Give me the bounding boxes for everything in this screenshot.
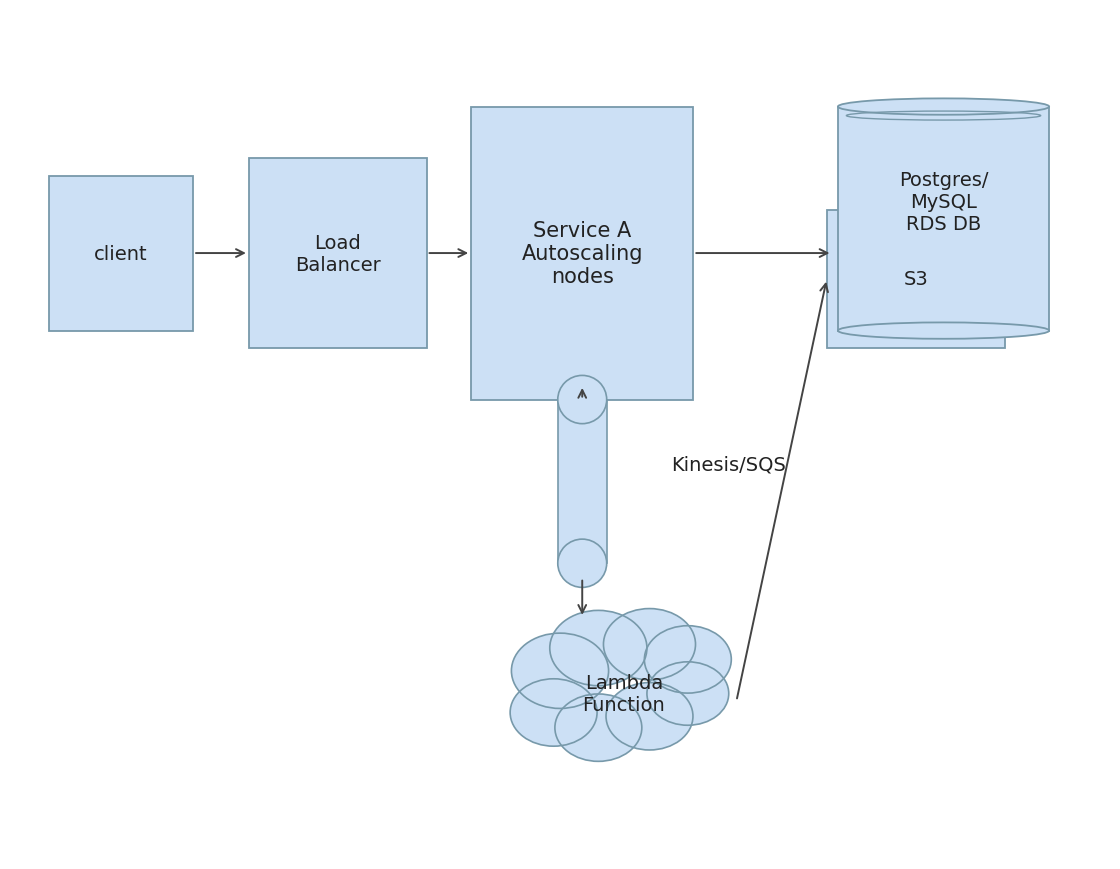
Text: Postgres/
MySQL
RDS DB: Postgres/ MySQL RDS DB [898, 170, 988, 234]
Ellipse shape [558, 540, 607, 587]
FancyBboxPatch shape [249, 159, 427, 348]
Text: client: client [94, 244, 148, 263]
Circle shape [512, 634, 608, 708]
Circle shape [554, 694, 642, 761]
Ellipse shape [838, 323, 1049, 340]
Text: Lambda
Function: Lambda Function [582, 673, 665, 714]
Circle shape [510, 679, 597, 746]
FancyBboxPatch shape [827, 210, 1005, 348]
Text: Service A
Autoscaling
nodes: Service A Autoscaling nodes [522, 221, 643, 287]
Text: S3: S3 [904, 270, 928, 289]
Circle shape [550, 611, 647, 686]
FancyBboxPatch shape [472, 108, 693, 400]
Circle shape [647, 662, 729, 726]
Text: Kinesis/SQS: Kinesis/SQS [671, 455, 786, 474]
Text: Load
Balancer: Load Balancer [295, 233, 381, 275]
Bar [558, 400, 607, 564]
Circle shape [604, 609, 696, 680]
Circle shape [606, 683, 693, 750]
Ellipse shape [838, 99, 1049, 116]
Circle shape [644, 626, 731, 693]
FancyBboxPatch shape [48, 176, 193, 331]
Ellipse shape [558, 376, 607, 424]
Bar [838, 108, 1049, 331]
